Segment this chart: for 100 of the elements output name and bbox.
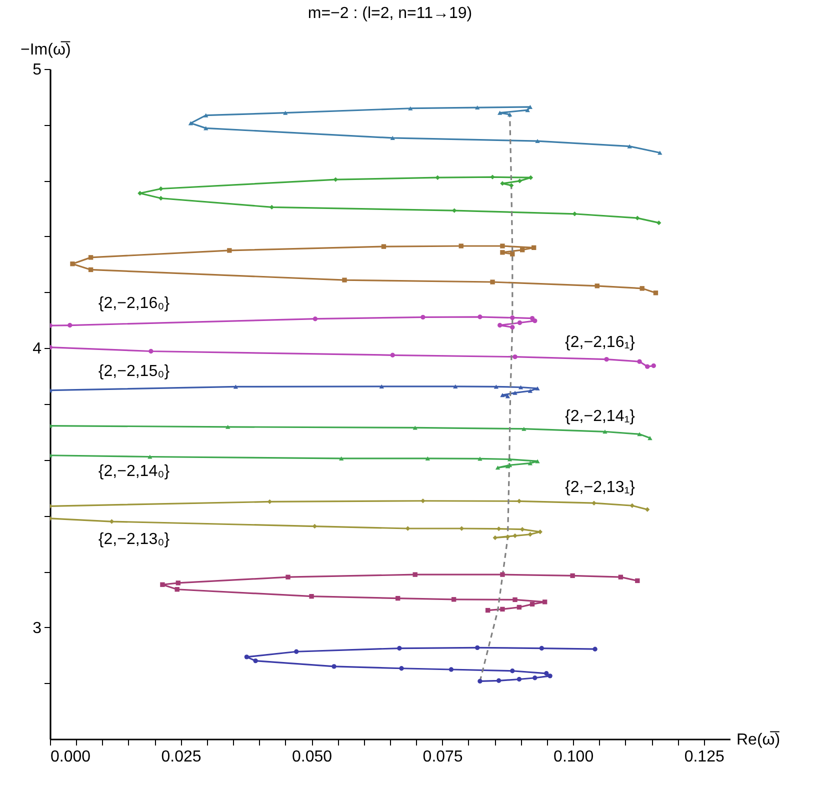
point bbox=[510, 252, 515, 256]
annotation: {2,−2,14₁} bbox=[565, 408, 636, 425]
point bbox=[510, 324, 515, 330]
point bbox=[512, 533, 518, 538]
point bbox=[516, 676, 522, 682]
point bbox=[528, 532, 533, 537]
point bbox=[512, 390, 518, 395]
point bbox=[512, 354, 518, 360]
point bbox=[512, 597, 518, 602]
point bbox=[645, 364, 650, 369]
point bbox=[485, 608, 490, 613]
point bbox=[532, 245, 536, 250]
x-tick-label: 0.075 bbox=[422, 748, 463, 766]
y-tick-label: 5 bbox=[32, 62, 42, 78]
point bbox=[507, 112, 512, 117]
point bbox=[475, 645, 480, 650]
x-axis-title: Re(ω̅) bbox=[736, 730, 780, 748]
point bbox=[294, 649, 299, 654]
point bbox=[498, 322, 502, 328]
point bbox=[435, 175, 440, 180]
point bbox=[312, 316, 318, 322]
point bbox=[656, 220, 662, 226]
point bbox=[522, 426, 526, 431]
x-tick-label: 0.125 bbox=[684, 748, 724, 766]
x-tick-label: 0.025 bbox=[161, 748, 202, 766]
point bbox=[658, 150, 662, 155]
y-tick-label: 4 bbox=[32, 340, 42, 358]
point bbox=[500, 250, 505, 255]
point bbox=[379, 384, 384, 388]
point bbox=[516, 604, 522, 610]
point bbox=[492, 535, 498, 540]
point bbox=[425, 456, 430, 460]
point bbox=[339, 456, 344, 460]
point bbox=[498, 110, 502, 115]
point bbox=[286, 574, 290, 580]
point bbox=[648, 436, 652, 440]
point bbox=[478, 314, 482, 320]
point bbox=[253, 658, 258, 664]
point bbox=[532, 318, 538, 324]
point bbox=[528, 104, 533, 109]
point bbox=[637, 359, 642, 364]
point bbox=[342, 278, 347, 282]
point bbox=[475, 105, 480, 110]
point bbox=[412, 572, 418, 577]
annotation: {2,−2,14₀} bbox=[98, 463, 170, 480]
x-tick-label: 0.100 bbox=[554, 748, 594, 766]
y-tick-label: 3 bbox=[32, 620, 42, 637]
point bbox=[535, 386, 540, 390]
point bbox=[408, 106, 413, 110]
point bbox=[390, 136, 395, 140]
point bbox=[495, 466, 500, 470]
point bbox=[570, 573, 575, 578]
point bbox=[332, 664, 336, 669]
point bbox=[500, 244, 505, 248]
point bbox=[635, 578, 640, 584]
point bbox=[70, 262, 75, 266]
point bbox=[544, 671, 549, 676]
point bbox=[510, 668, 515, 674]
point bbox=[517, 320, 522, 326]
point bbox=[458, 244, 464, 248]
annotation: {2,−2,13₀} bbox=[98, 531, 170, 548]
point bbox=[283, 110, 288, 115]
point bbox=[518, 385, 524, 390]
point bbox=[390, 352, 395, 358]
point bbox=[572, 212, 577, 216]
point bbox=[500, 393, 505, 398]
point bbox=[542, 600, 548, 604]
point bbox=[525, 108, 530, 112]
point bbox=[88, 255, 94, 260]
point bbox=[244, 654, 250, 660]
point bbox=[148, 348, 154, 354]
point bbox=[160, 582, 165, 587]
point bbox=[158, 186, 164, 192]
point bbox=[158, 196, 164, 201]
point bbox=[535, 459, 540, 464]
point bbox=[640, 286, 644, 291]
point bbox=[396, 596, 400, 601]
point bbox=[528, 388, 533, 393]
point bbox=[630, 503, 635, 508]
point bbox=[592, 646, 598, 652]
point bbox=[500, 606, 505, 612]
point bbox=[653, 290, 658, 296]
point bbox=[204, 113, 208, 118]
point bbox=[496, 678, 502, 683]
point bbox=[478, 678, 482, 684]
point bbox=[176, 580, 180, 586]
point bbox=[381, 244, 386, 249]
x-tick-label: 0.050 bbox=[292, 748, 332, 766]
point bbox=[520, 248, 525, 252]
annotation: {2,−2,16₁} bbox=[565, 334, 636, 351]
point bbox=[651, 363, 656, 368]
point bbox=[420, 314, 426, 320]
point bbox=[490, 280, 495, 284]
point bbox=[618, 574, 624, 580]
y-axis-title: −Im(ω̅) bbox=[20, 40, 71, 58]
point bbox=[448, 667, 454, 672]
point bbox=[68, 322, 72, 328]
point bbox=[148, 454, 152, 459]
point bbox=[420, 498, 426, 504]
point bbox=[453, 384, 458, 388]
